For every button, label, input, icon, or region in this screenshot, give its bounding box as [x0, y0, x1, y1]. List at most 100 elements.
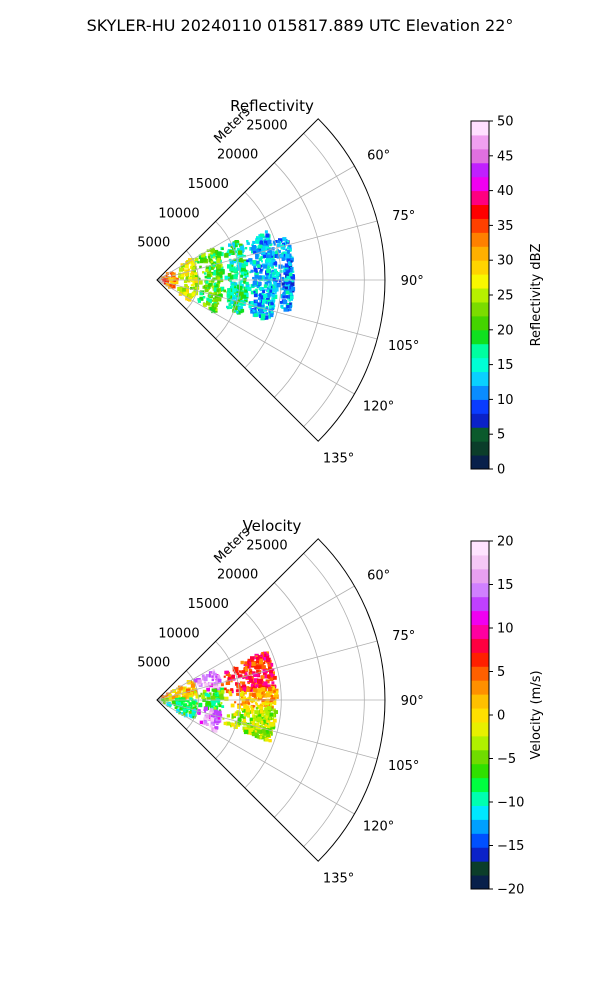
- data-pixel: [190, 284, 194, 287]
- data-pixel: [263, 661, 266, 664]
- data-pixel: [261, 275, 266, 280]
- data-pixel: [228, 690, 232, 695]
- data-pixel: [266, 658, 271, 663]
- data-pixel: [209, 703, 213, 706]
- data-pixel: [215, 713, 220, 718]
- data-pixel: [251, 659, 254, 663]
- data-pixel: [274, 685, 277, 688]
- data-pixel: [280, 304, 284, 308]
- reflectivity-panel: 60° 75° 90° 105° 120° 135° 5000 10000 15000 20000…: [137, 104, 544, 477]
- data-pixel: [204, 711, 207, 713]
- data-pixel: [246, 240, 249, 243]
- data-pixel: [214, 298, 219, 303]
- data-pixel: [245, 676, 249, 680]
- data-pixel: [283, 270, 286, 273]
- data-pixel: [290, 267, 293, 270]
- data-pixel: [269, 262, 274, 267]
- data-pixel: [255, 684, 259, 688]
- data-pixel: [176, 708, 181, 713]
- angular-tick-label: 135°: [323, 872, 354, 887]
- angular-gridline: [156, 640, 378, 701]
- data-pixel: [210, 717, 214, 722]
- data-pixel: [261, 652, 264, 655]
- data-pixel: [242, 709, 246, 713]
- data-pixel: [183, 279, 188, 283]
- data-pixel: [270, 243, 273, 246]
- colorbar-tick-label: −20: [497, 883, 524, 898]
- data-pixel: [278, 279, 282, 283]
- data-pixel: [247, 658, 251, 662]
- data-pixel: [239, 253, 244, 258]
- data-pixel: [182, 703, 188, 708]
- data-pixel: [190, 683, 196, 688]
- data-pixel: [238, 670, 241, 673]
- data-pixel: [252, 260, 257, 265]
- data-pixel: [228, 243, 232, 247]
- data-pixel: [278, 254, 283, 258]
- data-pixel: [244, 287, 249, 291]
- data-pixel: [267, 718, 270, 721]
- colorbar-segment: [471, 805, 489, 820]
- colorbar-segment: [471, 680, 489, 695]
- angular-tick-label: 105°: [388, 339, 419, 354]
- data-pixel: [262, 307, 267, 312]
- data-pixel: [202, 303, 207, 307]
- data-pixel: [259, 657, 263, 660]
- data-pixel: [291, 270, 295, 273]
- data-pixel: [235, 293, 239, 297]
- data-pixel: [290, 298, 293, 301]
- data-pixel: [287, 281, 291, 285]
- data-pixel: [268, 315, 271, 319]
- data-pixel: [192, 261, 197, 266]
- data-pixel: [254, 665, 259, 670]
- angular-tick-label: 60°: [367, 148, 390, 163]
- data-pixel: [288, 249, 292, 252]
- velocity-panel: 60° 75° 90° 105° 120° 135° 5000 10000 15000 20000…: [137, 524, 544, 897]
- colorbar: −20 −15 −10 −5 0 5 10 15 20 Velocity (m/s): [470, 535, 544, 898]
- data-pixel: [189, 296, 193, 299]
- data-pixel: [259, 658, 264, 663]
- data-pixel: [275, 277, 279, 280]
- data-pixel: [191, 709, 197, 714]
- data-pixel: [193, 690, 197, 694]
- data-pixel: [220, 269, 225, 274]
- data-pixel: [206, 687, 210, 692]
- data-pixel: [263, 293, 268, 298]
- data-pixel: [262, 719, 266, 723]
- data-pixel: [229, 279, 232, 283]
- data-pixel: [256, 670, 260, 674]
- colorbar-segment: [471, 455, 489, 470]
- data-pixel: [259, 270, 263, 274]
- data-pixel: [248, 668, 252, 672]
- data-pixel: [252, 682, 256, 686]
- data-pixel: [265, 307, 269, 311]
- data-pixel: [280, 254, 284, 258]
- data-pixel: [255, 249, 260, 254]
- data-pixel: [259, 295, 264, 300]
- data-pixel: [234, 250, 238, 254]
- data-pixel: [184, 283, 188, 288]
- data-pixel: [199, 265, 202, 269]
- data-pixel: [244, 289, 248, 294]
- data-pixel: [213, 707, 217, 710]
- data-pixel: [290, 269, 293, 272]
- data-pixel: [199, 259, 204, 264]
- data-pixel: [211, 305, 216, 310]
- data-pixel: [188, 702, 193, 706]
- data-pixel: [203, 717, 206, 720]
- data-pixel: [238, 262, 243, 268]
- data-pixel: [273, 294, 278, 299]
- data-pixel: [237, 717, 242, 721]
- data-pixel: [188, 713, 193, 718]
- data-pixel: [254, 730, 257, 734]
- data-pixel: [275, 270, 278, 274]
- data-pixel: [249, 670, 253, 674]
- data-pixel: [259, 706, 264, 711]
- data-pixel: [204, 683, 209, 687]
- data-pixel: [283, 266, 287, 270]
- data-pixel: [286, 270, 290, 274]
- data-pixel: [263, 672, 266, 675]
- data-pixel: [215, 718, 219, 722]
- data-pixel: [220, 702, 223, 705]
- data-pixel: [282, 299, 288, 305]
